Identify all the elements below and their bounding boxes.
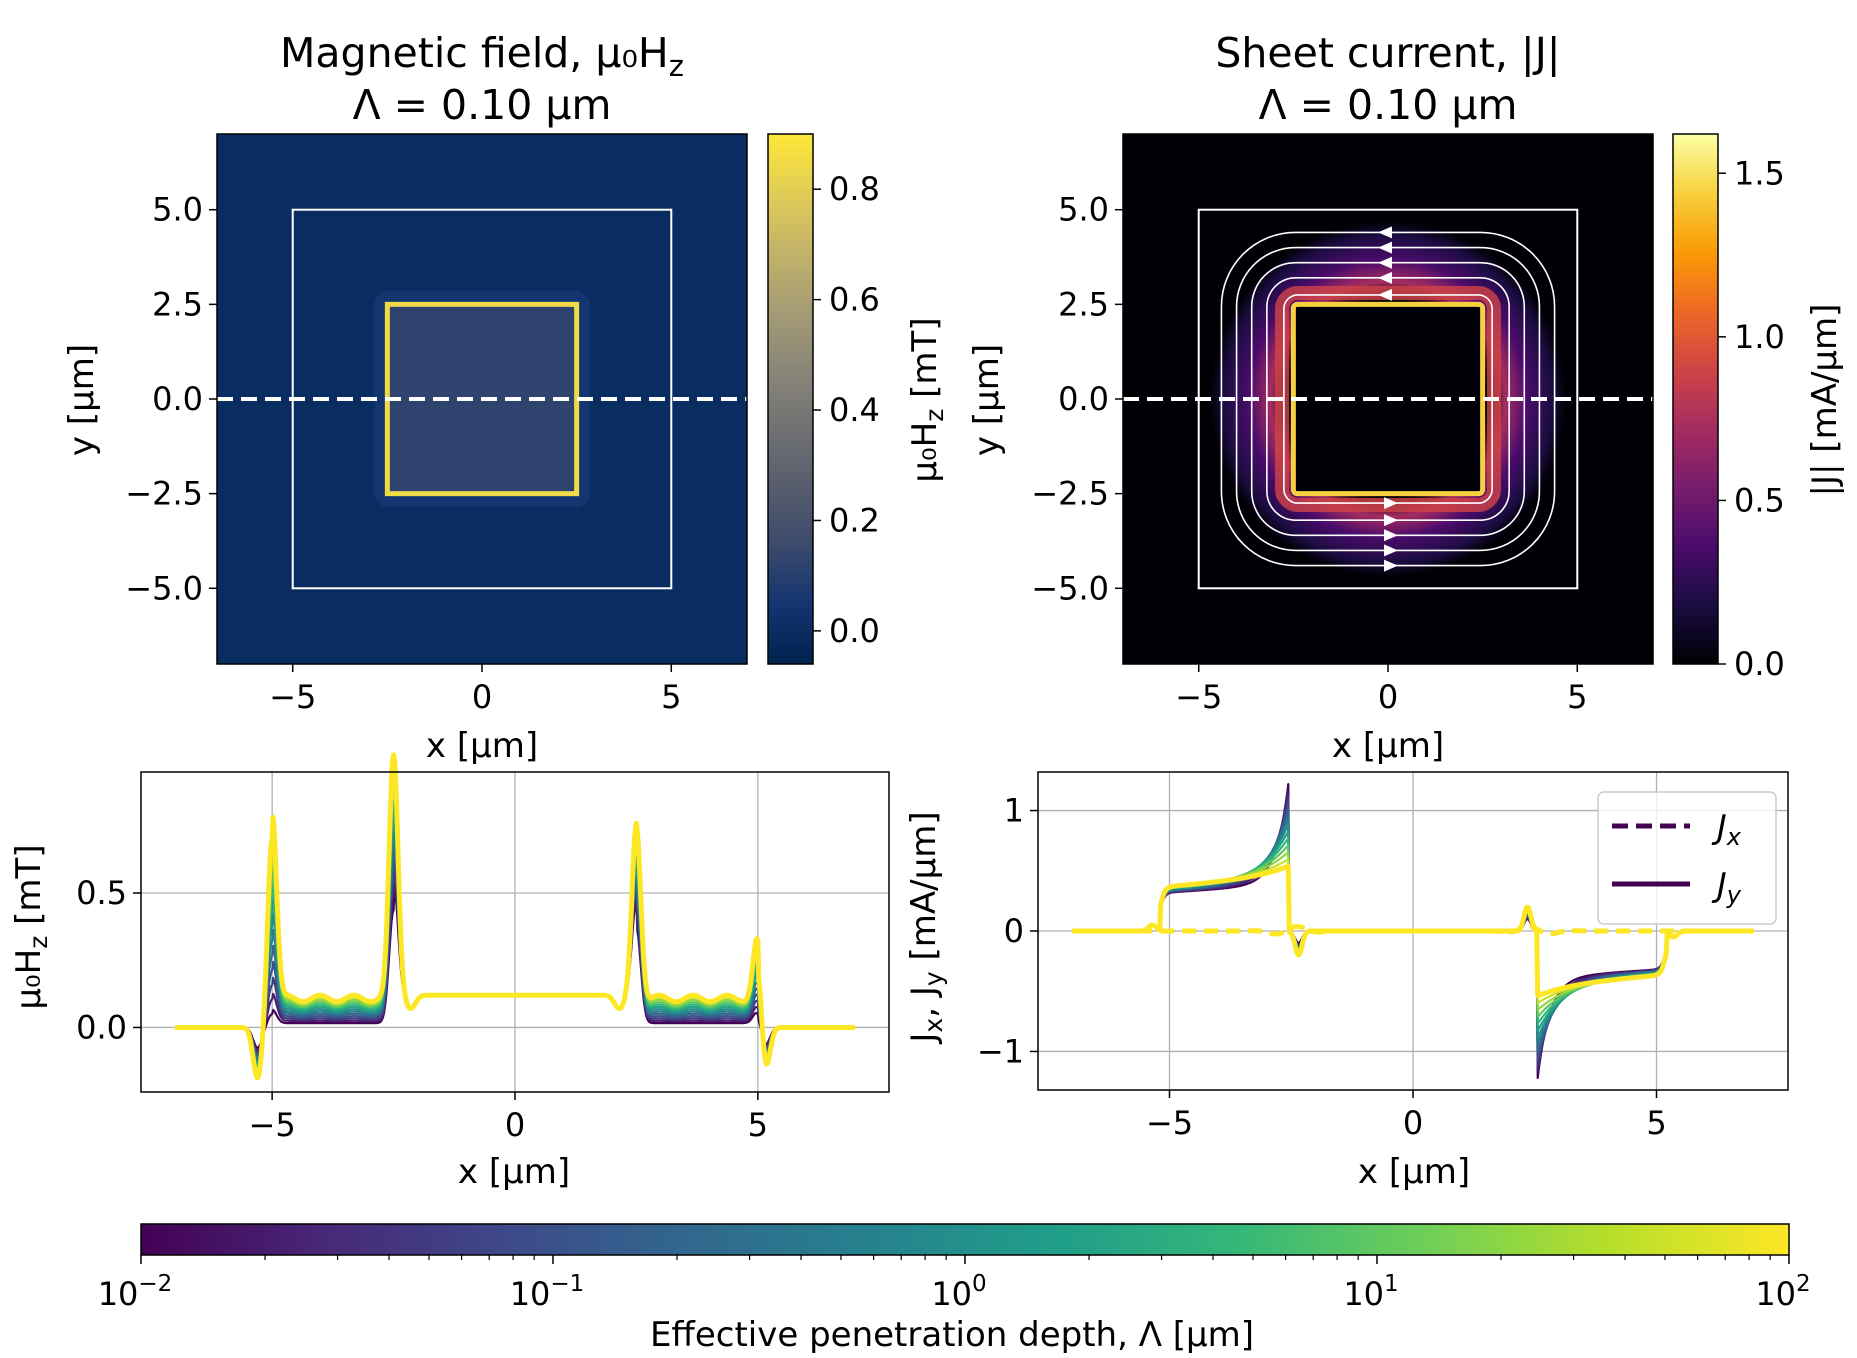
penetration-depth-gradient [140, 1223, 1790, 1256]
field-colorbar-tick-label: 0.2 [829, 501, 880, 539]
y-tick-label: −5.0 [125, 569, 203, 607]
streamline-arrow [1384, 497, 1398, 510]
y-tick-label: −1 [977, 1032, 1024, 1070]
panel-b-xlabel: x [µm] [1332, 726, 1444, 766]
panel-sheet-current: Sheet current, |J| Λ = 0.10 μm −5 0 5−5.0−… [967, 29, 1845, 766]
streamline-arrow [1378, 241, 1392, 254]
y-tick-label: 0.0 [1058, 380, 1109, 418]
x-tick-label: 0 [1378, 678, 1398, 716]
panel-b-title-line2: Λ = 0.10 μm [1259, 81, 1518, 129]
current-linecut-plot: −5 0 5 −1 0 1 [977, 771, 1789, 1142]
streamline-arrow [1378, 226, 1392, 239]
current-colorbar-tick-label: 1.5 [1734, 154, 1785, 192]
panel-current-linecut: −5 0 5 −1 0 1 x [μm] Jx, Jy [mA/μm] Jx Jy [904, 771, 1789, 1192]
y-tick-label: 0.0 [76, 1008, 127, 1046]
y-tick-label: −5.0 [1031, 569, 1109, 607]
y-tick-label: 5.0 [152, 191, 203, 229]
field-map-axes: −5 0 5 −5.0 −2.5 0.0 2.5 5.0 [125, 133, 748, 716]
jy-series [1070, 863, 1756, 999]
x-tick-label: 0 [505, 1106, 525, 1144]
panel-field-linecut: −5 0 5 0.0 0.5 x [μm] μ₀Hz [mT] [9, 752, 890, 1192]
field-colorbar-tick-label: 0.0 [829, 612, 880, 650]
field-colorbar-label: μ₀Hz [mT] [905, 317, 949, 482]
panel-b-ylabel: y [µm] [967, 344, 1007, 456]
current-colorbar-tick-label: 0.0 [1734, 645, 1785, 683]
panel-d-xlabel: x [μm] [1358, 1152, 1470, 1192]
x-tick-label: 5 [748, 1106, 768, 1144]
field-linecut-plot: −5 0 5 0.0 0.5 [76, 752, 890, 1144]
y-tick-label: 5.0 [1058, 191, 1109, 229]
panel-d-ylabel: Jx, Jy [mA/μm] [904, 811, 948, 1044]
x-tick-label: −5 [249, 1106, 296, 1144]
panel-c-ylabel: μ₀Hz [mT] [9, 844, 53, 1009]
field-colorbar-tick-label: 0.4 [829, 391, 880, 429]
streamline-arrow [1378, 271, 1392, 284]
current-map [1123, 134, 1653, 664]
x-tick-label: 5 [661, 678, 681, 716]
penetration-depth-colorbar-label: Effective penetration depth, Λ [µm] [650, 1315, 1254, 1355]
field-colorbar-tick-label: 0.8 [829, 170, 880, 208]
panel-a-ylabel: y [µm] [62, 344, 102, 456]
current-colorbar: 0.0 0.5 1.0 1.5 [1672, 133, 1785, 683]
streamline-arrow [1384, 514, 1398, 527]
panel-b-title-line1: Sheet current, |J| [1215, 29, 1560, 77]
field-cut-series [173, 752, 857, 1081]
panel-magnetic-field: Magnetic field, μ₀Hz Λ = 0.10 μm −5 0 5 −5.… [62, 29, 949, 766]
y-tick-label: 0 [1004, 912, 1024, 950]
streamline-arrow [1378, 256, 1392, 269]
current-colorbar-tick-label: 0.5 [1734, 481, 1785, 519]
tick-label: 100 [931, 1271, 986, 1313]
legend: Jx Jy [1597, 791, 1777, 925]
panel-a-title-line2: Λ = 0.10 μm [353, 81, 612, 129]
current-colorbar-label: |J| [mA/µm] [1805, 304, 1845, 497]
x-tick-label: 5 [1646, 1104, 1666, 1142]
field-colorbar: 0.0 0.2 0.4 0.6 0.8 [767, 133, 880, 665]
x-tick-label: 0 [472, 678, 492, 716]
penetration-depth-colorbar-bar: 10−2 10−1 100 101 102 [98, 1223, 1811, 1313]
legend-box [1597, 791, 1777, 925]
x-tick-label: −5 [1146, 1104, 1193, 1142]
current-colorbar-tick-label: 1.0 [1734, 318, 1785, 356]
tick-label: 102 [1755, 1271, 1810, 1313]
y-tick-label: −2.5 [125, 475, 203, 513]
streamline-arrow [1384, 559, 1398, 572]
x-tick-label: 0 [1403, 1104, 1423, 1142]
field-colorbar-bar [767, 133, 814, 665]
tick-label: 101 [1343, 1271, 1398, 1313]
y-tick-label: 1 [1004, 792, 1024, 830]
y-tick-label: 2.5 [1058, 285, 1109, 323]
field-colorbar-tick-label: 0.6 [829, 281, 880, 319]
streamline-arrow [1378, 288, 1392, 301]
y-tick-label: −2.5 [1031, 475, 1109, 513]
streamline-arrow [1384, 529, 1398, 542]
x-tick-label: 5 [1567, 678, 1587, 716]
x-tick-label: −5 [269, 678, 316, 716]
panel-c-xlabel: x [μm] [458, 1152, 570, 1192]
y-tick-label: 0.0 [152, 380, 203, 418]
y-tick-label: 0.5 [76, 874, 127, 912]
y-tick-label: 2.5 [152, 285, 203, 323]
current-colorbar-bar [1672, 133, 1719, 665]
panel-a-title-line1: Magnetic field, μ₀Hz [280, 29, 684, 83]
streamline-arrow [1384, 544, 1398, 557]
tick-label: 10−2 [98, 1271, 173, 1313]
x-tick-label: −5 [1175, 678, 1222, 716]
penetration-depth-colorbar: 10−2 10−1 100 101 102 Effective penetration … [98, 1223, 1811, 1355]
field-map [217, 134, 747, 664]
current-map-axes: −5 0 5 −5.0 −2.5 0.0 2.5 5.0 [1031, 133, 1654, 716]
tick-label: 10−1 [510, 1271, 585, 1313]
panel-a-xlabel: x [µm] [426, 726, 538, 766]
